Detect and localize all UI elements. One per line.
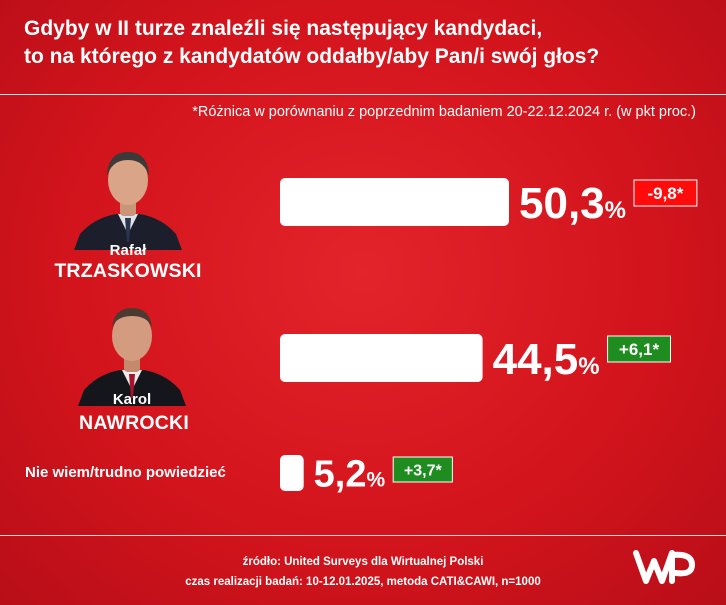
footer-source: źródło: United Surveys dla Wirtualnej Po… — [242, 556, 484, 568]
change-badge — [392, 456, 453, 483]
footer-divider — [0, 535, 726, 536]
candidate-last-name: TRZASKOWSKI — [54, 260, 202, 282]
change-label: -9,8* — [647, 184, 683, 203]
data-label: 44,5% — [493, 335, 600, 384]
candidate-first-name: Rafał — [109, 242, 147, 259]
other-answer-label: Nie wiem/trudno powiedzieć — [25, 464, 226, 481]
change-badge — [607, 335, 671, 363]
candidate-last-name: NAWROCKI — [79, 412, 189, 434]
candidate-portrait-nawrocki — [78, 294, 186, 406]
change-badge — [633, 179, 698, 207]
bar — [280, 334, 483, 382]
title-line-1: Gdyby w II turze znaleźli się następując… — [24, 17, 543, 40]
title-line-2: to na którego z kandydatów oddałby/aby P… — [24, 45, 600, 68]
data-label: 5,2% — [314, 454, 386, 496]
chart-title: Gdyby w II turze znaleźli się następując… — [24, 15, 714, 71]
candidate-portrait-trzaskowski — [74, 138, 182, 250]
footer-details: czas realizacji badań: 10-12.01.2025, me… — [185, 576, 541, 588]
candidate-first-name: Karol — [112, 391, 152, 408]
change-label: +3,7* — [404, 462, 443, 479]
bar — [280, 178, 509, 226]
data-label: 50,3% — [519, 179, 626, 228]
footer: źródło: United Surveys dla Wirtualnej Po… — [0, 552, 726, 592]
change-label: +6,1* — [619, 340, 660, 359]
bar — [280, 455, 304, 491]
change-note: *Różnica w porównaniu z poprzednim badan… — [192, 104, 696, 120]
header-divider — [0, 94, 726, 95]
wp-logo-icon — [633, 550, 695, 584]
